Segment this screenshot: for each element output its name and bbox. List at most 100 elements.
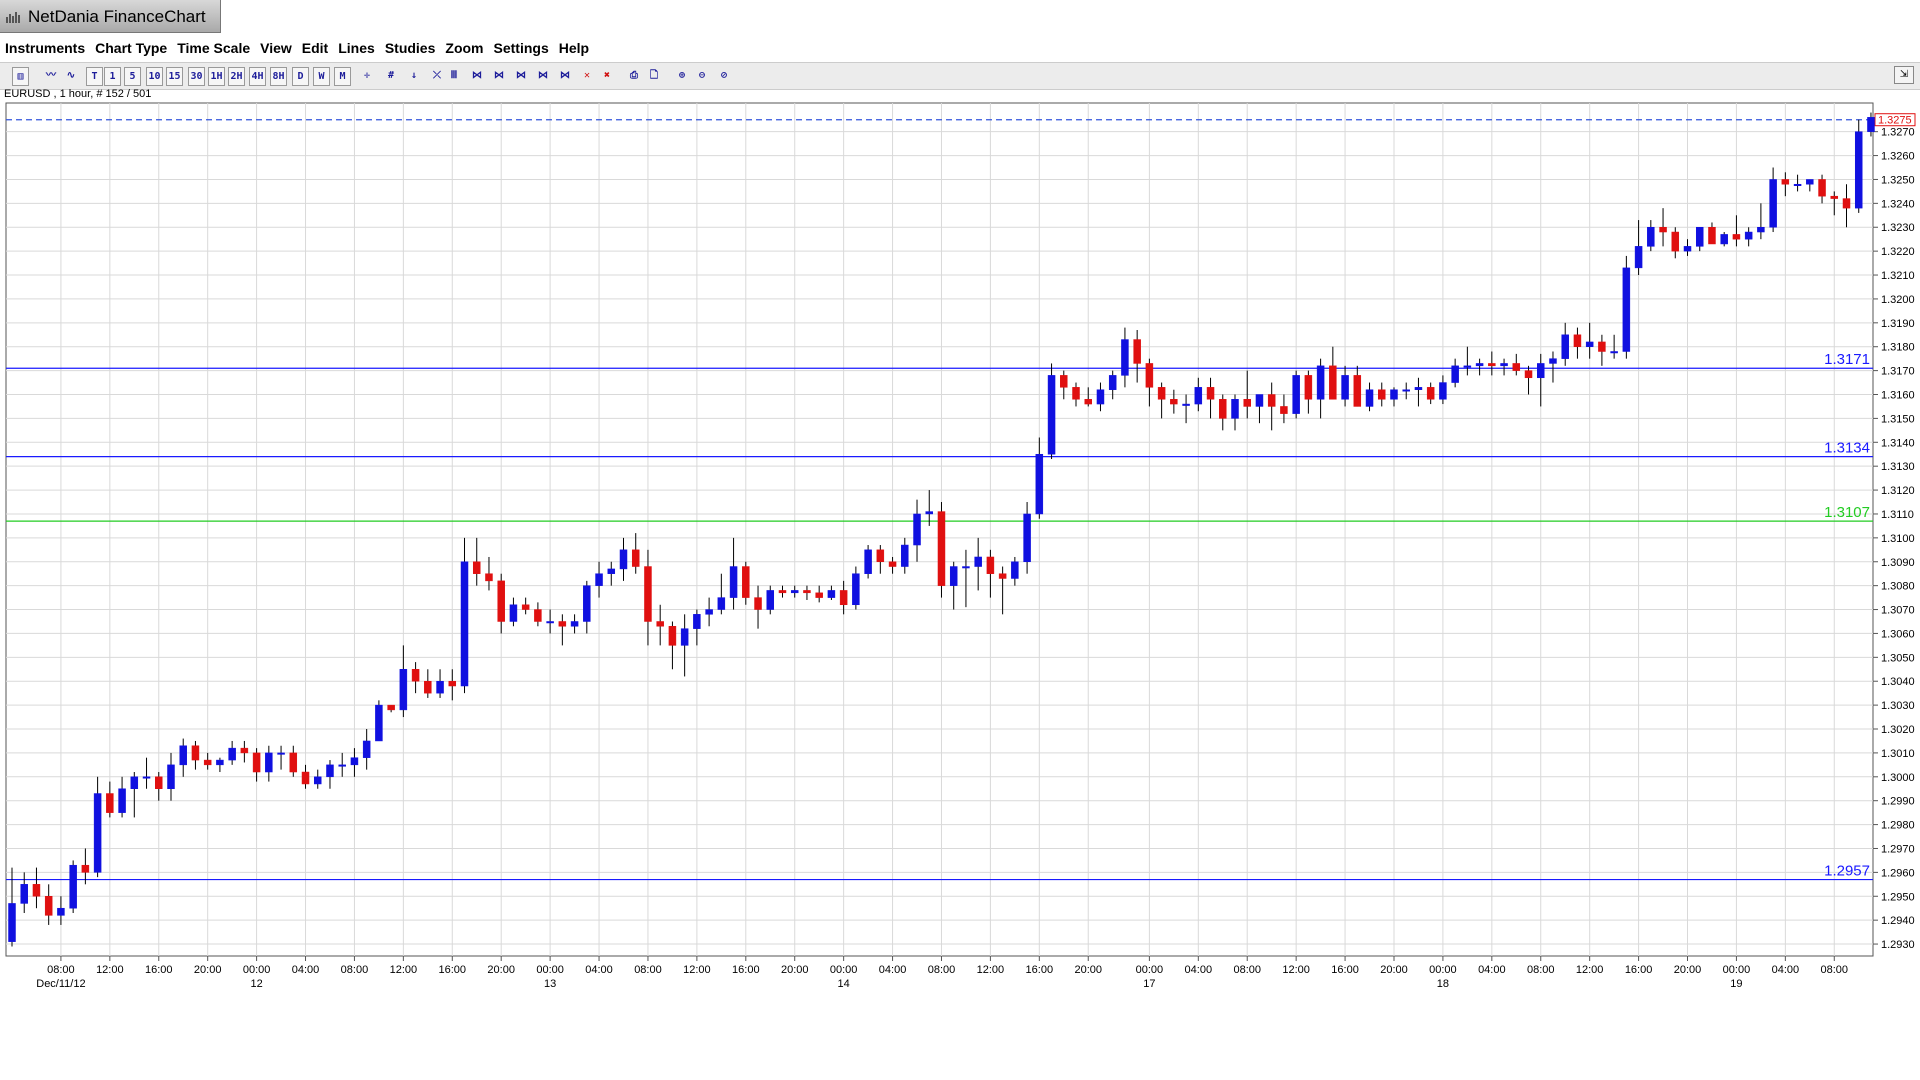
candle-body	[130, 776, 139, 789]
candle-body	[8, 903, 16, 942]
chart-mode-icon[interactable]: ▥	[12, 67, 29, 86]
candle-body	[1329, 365, 1337, 400]
candle-body	[1365, 389, 1374, 407]
timescale-10min[interactable]: 10	[146, 67, 163, 86]
candle-body	[815, 592, 823, 598]
detach-icon[interactable]: ⇲	[1894, 66, 1914, 84]
candle-body	[1378, 389, 1386, 400]
candle-body	[705, 609, 713, 615]
menu-lines[interactable]: Lines	[338, 40, 375, 56]
y-tick-label: 1.3100	[1881, 533, 1915, 545]
candle	[962, 549, 970, 608]
candle-body	[1267, 394, 1276, 407]
x-tick-label: 12:00	[1282, 964, 1310, 976]
support-line-label: 1.3107	[1824, 504, 1870, 521]
candle	[1108, 370, 1117, 400]
x-tick-label: 04:00	[585, 964, 613, 976]
y-tick-label: 1.2980	[1881, 820, 1915, 832]
delete-icon[interactable]: ✕	[583, 70, 591, 81]
candle-body	[1512, 363, 1521, 371]
timescale-day[interactable]: D	[292, 67, 309, 86]
grid-icon[interactable]: #	[387, 70, 395, 81]
delete-all-icon[interactable]: ✖	[603, 70, 611, 81]
timescale-4h[interactable]: 4H	[249, 67, 266, 86]
zoom-in-icon[interactable]: ⊕	[678, 70, 686, 81]
candle-body	[1145, 363, 1154, 388]
candle-body	[729, 566, 738, 598]
candle-body	[717, 597, 726, 610]
timescale-1min[interactable]: 1	[104, 67, 121, 86]
candle	[644, 549, 652, 646]
x-date-label: 17	[1143, 978, 1155, 990]
crosshair-icon[interactable]: ✛	[363, 70, 371, 81]
fib-icon-2[interactable]: ⋈	[494, 70, 504, 81]
candle	[1585, 322, 1594, 359]
candle	[314, 769, 322, 789]
candle	[1206, 377, 1215, 419]
fib-icon-3[interactable]: ⋈	[516, 70, 526, 81]
menu-instruments[interactable]: Instruments	[5, 40, 86, 56]
candle-body	[1793, 183, 1802, 186]
candle	[1537, 353, 1545, 407]
menu-help[interactable]: Help	[558, 40, 590, 56]
candle-body	[693, 614, 701, 629]
candle	[864, 545, 872, 579]
timescale-30min[interactable]: 30	[188, 67, 205, 86]
zoom-reset-icon[interactable]: ⊘	[720, 70, 728, 81]
candle-body	[118, 788, 126, 813]
candle-body	[1035, 453, 1044, 515]
x-date-label: 18	[1437, 978, 1449, 990]
timescale-15min[interactable]: 15	[166, 67, 183, 86]
candle	[1781, 172, 1790, 197]
x-date-label: 12	[250, 978, 262, 990]
menu-edit[interactable]: Edit	[301, 40, 329, 56]
area-chart-icon[interactable]: ∿	[66, 70, 76, 81]
cursor-icon[interactable]: ↓	[410, 70, 418, 81]
menu-zoom[interactable]: Zoom	[445, 40, 484, 56]
bars-icon[interactable]: Ⅲ	[450, 70, 458, 81]
candle-body	[680, 628, 689, 646]
candle-body	[876, 549, 885, 563]
menu-settings[interactable]: Settings	[493, 40, 549, 56]
menu-chart-type[interactable]: Chart Type	[95, 40, 168, 56]
candle	[472, 537, 481, 586]
candle	[607, 561, 616, 586]
fib-icon-1[interactable]: ⋈	[472, 70, 482, 81]
price-chart[interactable]: 1.3270 1.3260 1.3250 1.3240 1.3230 1.3220 1.32…	[0, 0, 1920, 1000]
candle	[326, 760, 334, 789]
timescale-week[interactable]: W	[313, 67, 330, 86]
y-tick-label: 1.3150	[1881, 413, 1915, 425]
delete-line-icon[interactable]: ⋈	[560, 70, 570, 81]
menu-time-scale[interactable]: Time Scale	[177, 40, 251, 56]
candle	[705, 597, 713, 627]
trendline-icon[interactable]: ⤫	[433, 70, 441, 81]
menu-view[interactable]: View	[260, 40, 292, 56]
print-icon[interactable]: ⎙	[630, 70, 638, 81]
print-preview-icon[interactable]: 🗋	[649, 70, 659, 81]
candle	[1194, 377, 1203, 412]
timescale-5min[interactable]: 5	[124, 67, 141, 86]
candle-body	[827, 590, 836, 598]
zoom-out-icon[interactable]: ⊖	[698, 70, 706, 81]
line-chart-icon[interactable]: 〰	[46, 70, 56, 81]
candle	[1402, 382, 1410, 400]
toolbar: ▥ 〰 ∿ T 1 5 10 15 30 1H 2H 4H 8H D W M ✛ # ↓ ⤫ Ⅲ ⋈ ⋈ ⋈ ⋈ ⋈ ✕ ✖ ⎙ 🗋 ⊕ ⊖ ⊘	[0, 62, 1920, 90]
candle	[301, 764, 310, 789]
candle-body	[497, 580, 505, 622]
timescale-month[interactable]: M	[334, 67, 351, 86]
candle-body	[631, 549, 640, 567]
timescale-8h[interactable]: 8H	[270, 67, 287, 86]
x-tick-label: 08:00	[1233, 964, 1261, 976]
fib-icon-4[interactable]: ⋈	[538, 70, 548, 81]
candle	[925, 490, 933, 526]
candle-body	[1231, 399, 1239, 419]
y-tick-label: 1.2950	[1881, 891, 1915, 903]
candle-body	[203, 759, 212, 766]
timescale-2h[interactable]: 2H	[228, 67, 245, 86]
menu-studies[interactable]: Studies	[384, 40, 436, 56]
timescale-tick[interactable]: T	[86, 67, 103, 86]
candle	[1867, 112, 1875, 137]
app-logo-icon	[6, 12, 20, 23]
timescale-1h[interactable]: 1H	[208, 67, 225, 86]
candle-body	[1659, 226, 1667, 233]
